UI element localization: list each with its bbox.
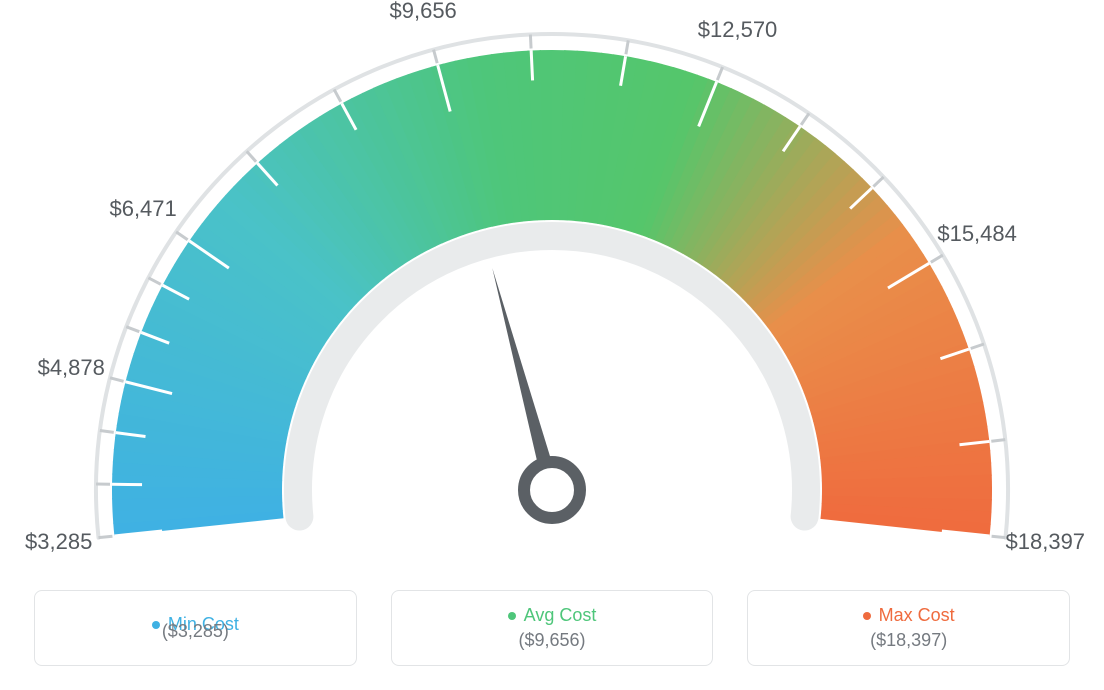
legend-card-min: Min Cost ($3,285) <box>34 590 357 666</box>
gauge-tick-label: $12,570 <box>698 17 778 43</box>
gauge-tick-label: $4,878 <box>38 355 105 381</box>
legend-row: Min Cost ($3,285) Avg Cost ($9,656) Max … <box>0 590 1104 666</box>
gauge-tick-label: $3,285 <box>25 529 92 555</box>
dot-icon <box>863 612 871 620</box>
legend-title-text: Avg Cost <box>524 605 597 626</box>
dot-icon <box>152 621 160 629</box>
legend-card-avg: Avg Cost ($9,656) <box>391 590 714 666</box>
legend-value-min: ($3,285) <box>162 621 229 642</box>
gauge-tick-label: $9,656 <box>390 0 457 24</box>
legend-value-avg: ($9,656) <box>518 630 585 651</box>
legend-title-text: Max Cost <box>879 605 955 626</box>
legend-value-max: ($18,397) <box>870 630 947 651</box>
gauge-tick-label: $15,484 <box>937 221 1017 247</box>
legend-title-max: Max Cost <box>863 605 955 626</box>
gauge-tick-label: $18,397 <box>1006 529 1086 555</box>
cost-gauge: $3,285 $4,878 $6,471 $9,656 $12,570 $15,484 $1… <box>0 0 1104 560</box>
gauge-tick-label: $6,471 <box>109 196 176 222</box>
gauge-canvas <box>0 0 1104 560</box>
dot-icon <box>508 612 516 620</box>
legend-card-max: Max Cost ($18,397) <box>747 590 1070 666</box>
legend-title-avg: Avg Cost <box>508 605 597 626</box>
